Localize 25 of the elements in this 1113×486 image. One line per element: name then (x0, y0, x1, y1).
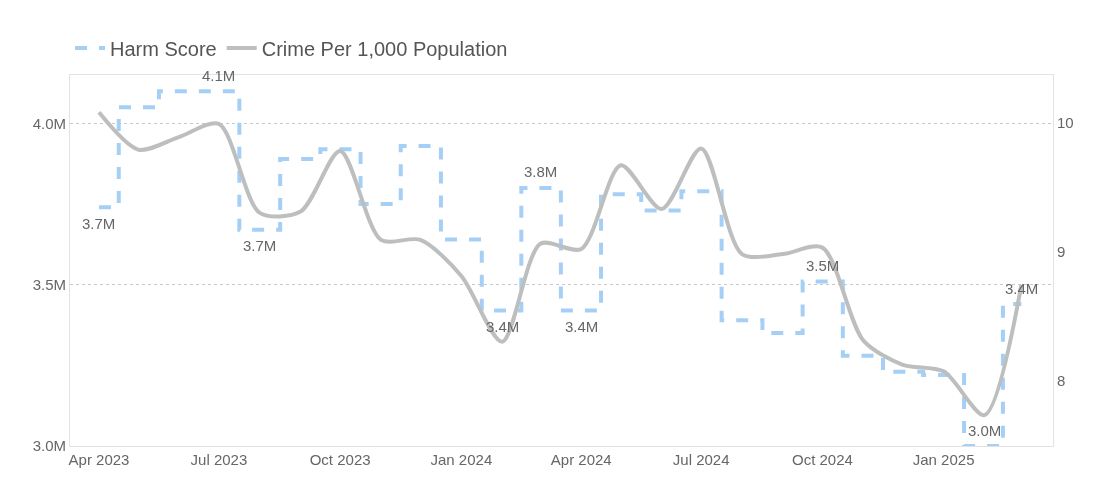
x-tick-label: Apr 2024 (550, 451, 612, 468)
data-label: 3.4M (1005, 280, 1039, 297)
x-tick-label: Oct 2023 (309, 451, 371, 468)
legend-label: Harm Score (110, 37, 217, 60)
x-tick-label: Jan 2025 (912, 451, 975, 468)
x-tick-label: Apr 2023 (68, 451, 130, 468)
data-label: 3.4M (565, 318, 599, 335)
y2-tick-label: 9 (1057, 242, 1066, 260)
y-tick-label: 3.0M (32, 437, 66, 455)
y2-tick-label: 8 (1057, 371, 1066, 389)
y-tick-label: 4.0M (32, 114, 66, 132)
legend-label: Crime Per 1,000 Population (261, 37, 508, 60)
data-label: 3.0M (968, 422, 1002, 439)
data-label: 3.5M (806, 257, 840, 274)
x-tick-label: Jan 2024 (430, 451, 493, 468)
data-label: 4.1M (202, 67, 236, 84)
y-tick-label: 3.5M (32, 275, 66, 293)
x-tick-label: Jul 2023 (190, 451, 248, 468)
data-label: 3.8M (524, 163, 558, 180)
x-tick-label: Jul 2024 (672, 451, 730, 468)
data-label: 3.7M (243, 237, 277, 254)
data-label: 3.7M (82, 215, 116, 232)
x-tick-label: Oct 2024 (791, 451, 853, 468)
y2-tick-label: 10 (1057, 113, 1074, 131)
data-label: 3.4M (486, 318, 520, 335)
